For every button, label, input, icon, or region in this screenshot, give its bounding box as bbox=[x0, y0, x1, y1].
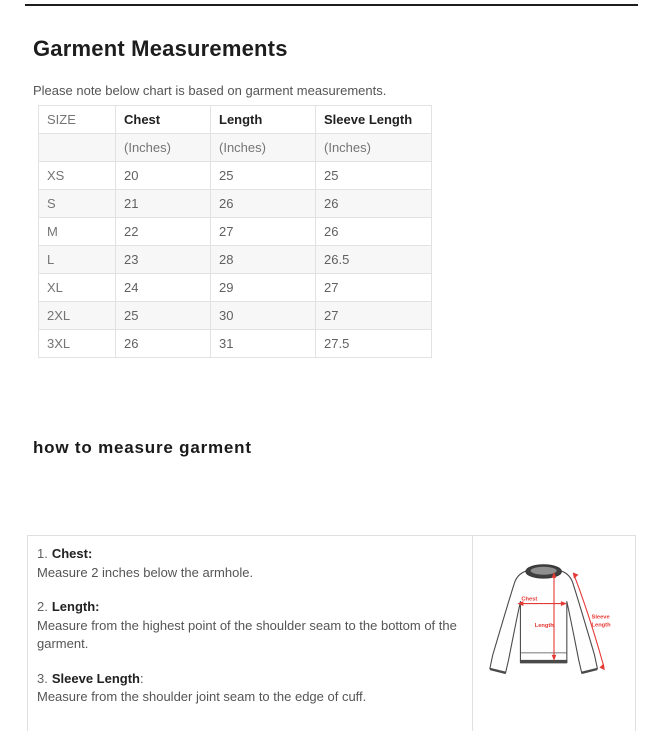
instruction-text: Measure 2 inches below the armhole. bbox=[37, 564, 254, 580]
page-title: Garment Measurements bbox=[33, 36, 288, 61]
instruction-item-sleeve-length: 3. Sleeve Length: Measure from the should… bbox=[37, 670, 458, 707]
sleeve-measure-line bbox=[573, 575, 605, 667]
measurement-cell: 31 bbox=[210, 329, 316, 358]
instruction-number: 2. bbox=[37, 599, 48, 614]
chart-note: Please note below chart is based on garm… bbox=[33, 83, 387, 98]
garment-measure-diagram-icon: Chest Length Sleeve Length bbox=[489, 564, 612, 675]
size-cell: XS bbox=[38, 161, 116, 190]
units-row: (Inches) (Inches) (Inches) bbox=[38, 133, 432, 162]
sweater-outline bbox=[489, 566, 598, 674]
size-row: M 22 27 26 bbox=[38, 217, 432, 246]
diagram-sleeve-label-line2: Length bbox=[592, 623, 612, 629]
size-cell: 3XL bbox=[38, 329, 116, 358]
header-row: SIZE Chest Length Sleeve Length bbox=[38, 105, 432, 134]
instruction-label: Sleeve Length bbox=[51, 670, 140, 686]
diagram-column: Chest Length Sleeve Length bbox=[473, 536, 635, 731]
instructions-column: 1. Chest: Measure 2 inches below the armh… bbox=[28, 536, 473, 731]
measurement-cell: 26 bbox=[315, 217, 432, 246]
measurement-cell: 29 bbox=[210, 273, 316, 302]
measurement-cell: 25 bbox=[315, 161, 432, 190]
measurement-cell: 24 bbox=[115, 273, 211, 302]
collar-inner bbox=[530, 566, 557, 575]
measurement-cell: 21 bbox=[115, 189, 211, 218]
measurement-cell: 25 bbox=[210, 161, 316, 190]
size-row: XL 24 29 27 bbox=[38, 273, 432, 302]
column-header-length: Length bbox=[210, 105, 316, 134]
instruction-text: Measure from the highest point of the sh… bbox=[37, 617, 457, 652]
units-cell: (Inches) bbox=[210, 133, 316, 162]
diagram-sleeve-label-line1: Sleeve bbox=[592, 614, 610, 620]
size-cell: 2XL bbox=[38, 301, 116, 330]
measure-instructions-box: 1. Chest: Measure 2 inches below the armh… bbox=[27, 535, 636, 731]
size-cell: L bbox=[38, 245, 116, 274]
measurement-cell: 27.5 bbox=[315, 329, 432, 358]
instruction-label-suffix: : bbox=[139, 670, 144, 686]
size-cell: S bbox=[38, 189, 116, 218]
size-row: L 23 28 26.5 bbox=[38, 245, 432, 274]
instruction-label: Chest: bbox=[51, 546, 93, 561]
measurement-cell: 23 bbox=[115, 245, 211, 274]
instruction-text: Measure from the shoulder joint seam to … bbox=[37, 689, 367, 704]
measurement-cell: 26 bbox=[115, 329, 211, 358]
measurement-cell: 30 bbox=[210, 301, 316, 330]
diagram-chest-label: Chest bbox=[521, 597, 537, 603]
measurement-cell: 22 bbox=[115, 217, 211, 246]
units-cell bbox=[38, 133, 116, 162]
measurement-cell: 20 bbox=[115, 161, 211, 190]
units-cell: (Inches) bbox=[115, 133, 211, 162]
measurement-cell: 27 bbox=[315, 301, 432, 330]
measurement-cell: 26 bbox=[210, 189, 316, 218]
size-row: 2XL 25 30 27 bbox=[38, 301, 432, 330]
measurement-cell: 27 bbox=[210, 217, 316, 246]
instruction-item-chest: 1. Chest: Measure 2 inches below the armh… bbox=[37, 545, 458, 582]
measurement-cell: 28 bbox=[210, 245, 316, 274]
how-to-measure-title: how to measure garment bbox=[33, 438, 252, 457]
column-header-chest: Chest bbox=[115, 105, 211, 134]
column-header-size: SIZE bbox=[38, 105, 116, 134]
size-cell: M bbox=[38, 217, 116, 246]
instruction-label: Length: bbox=[51, 599, 100, 614]
instruction-number: 3. bbox=[37, 670, 48, 686]
instruction-item-length: 2. Length: Measure from the highest point… bbox=[37, 598, 458, 654]
diagram-length-label: Length bbox=[535, 623, 555, 629]
units-cell: (Inches) bbox=[315, 133, 432, 162]
size-row: 3XL 26 31 27.5 bbox=[38, 329, 432, 358]
size-row: XS 20 25 25 bbox=[38, 161, 432, 190]
measurement-cell: 27 bbox=[315, 273, 432, 302]
size-row: S 21 26 26 bbox=[38, 189, 432, 218]
column-header-sleeve-length: Sleeve Length bbox=[315, 105, 432, 134]
size-chart-body: XS 20 25 25 S 21 26 26 M 22 27 26 L 23 28 26.5 XL 24 29 27 2… bbox=[38, 161, 432, 358]
instruction-number: 1. bbox=[37, 546, 48, 561]
top-divider bbox=[25, 4, 638, 6]
size-chart-table: SIZE Chest Length Sleeve Length (Inches)… bbox=[38, 105, 432, 358]
measurement-cell: 25 bbox=[115, 301, 211, 330]
size-cell: XL bbox=[38, 273, 116, 302]
measurement-cell: 26 bbox=[315, 189, 432, 218]
measurement-cell: 26.5 bbox=[315, 245, 432, 274]
